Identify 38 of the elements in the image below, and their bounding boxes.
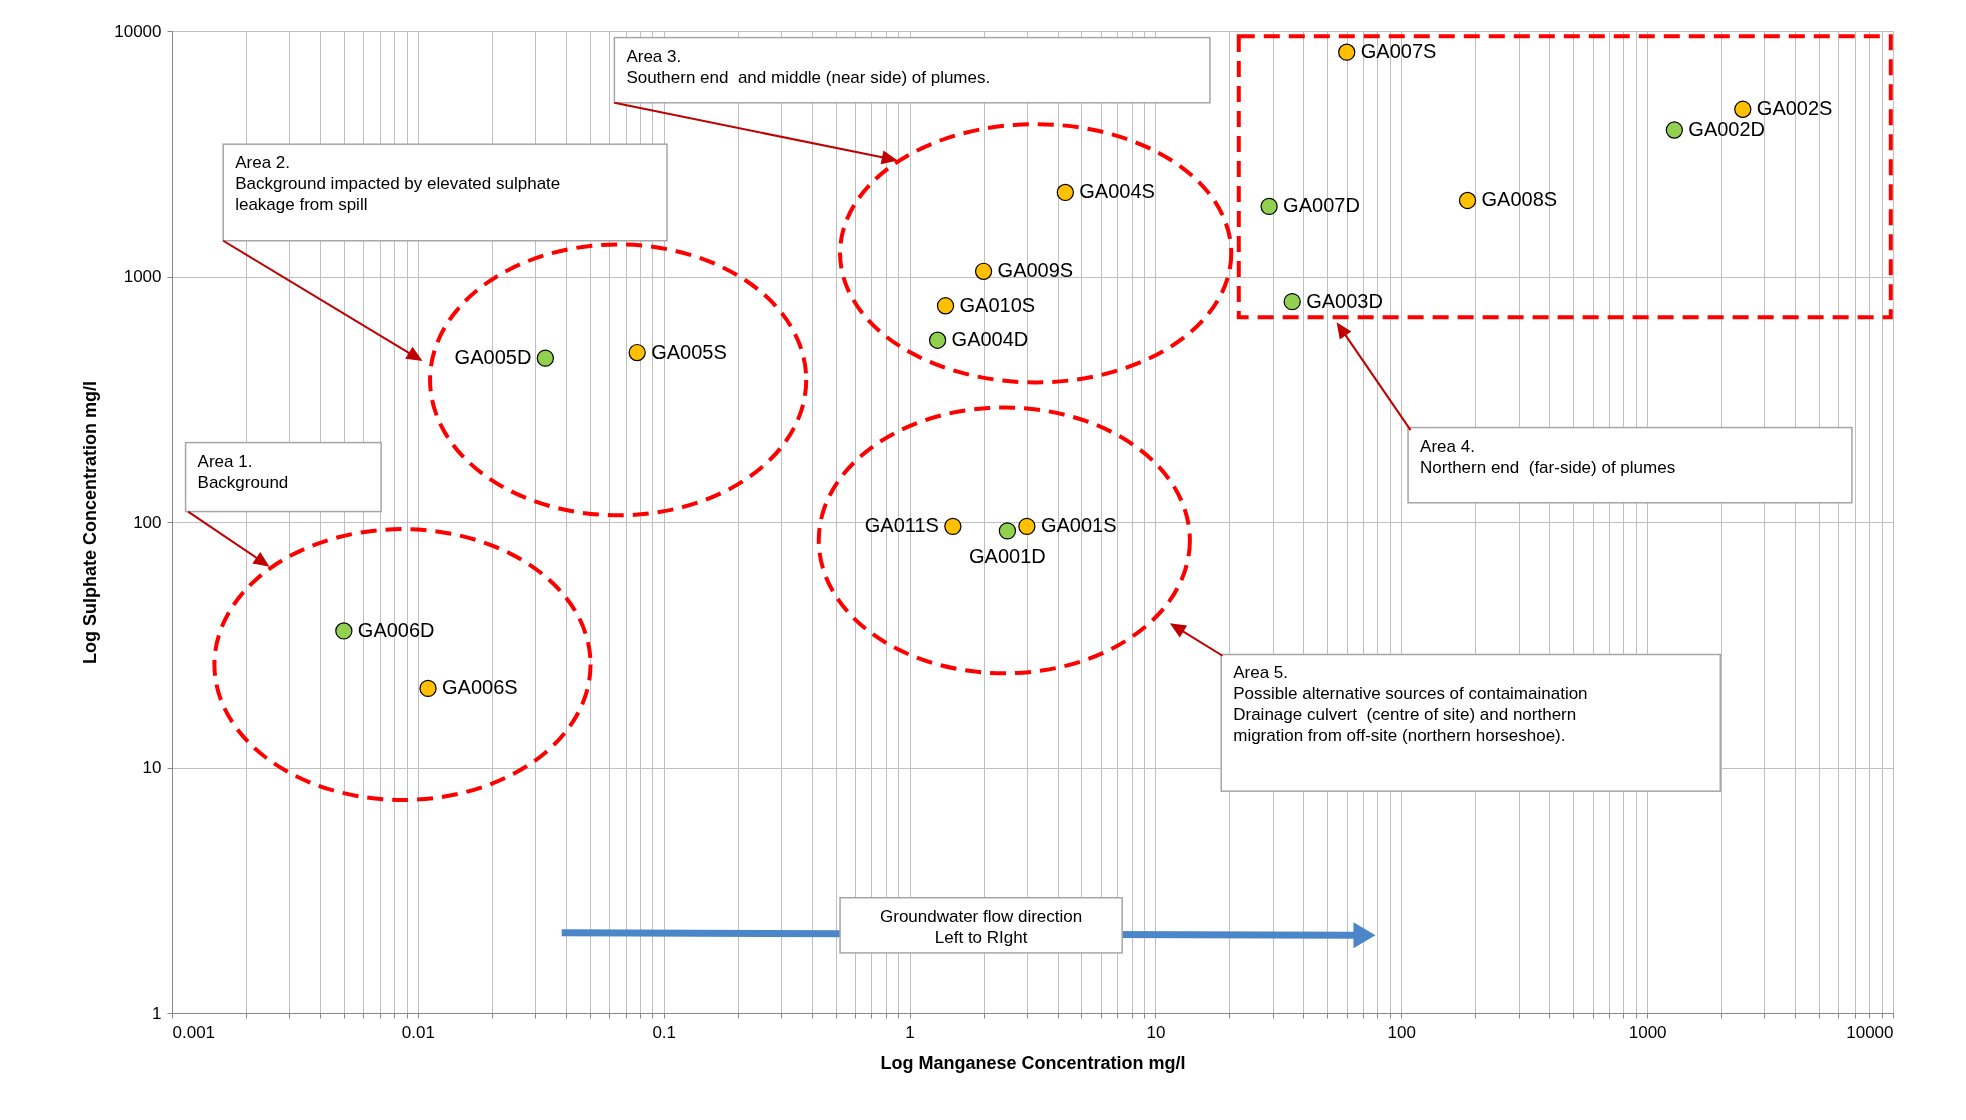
data-label: GA009S [997,259,1074,282]
annotation: Area 5. Possible alternative sources of contaimaination Drainage culvert (centre of site) and northern migration from off-site (northern horseshoe). [1233,663,1588,746]
data-label: GA001D [969,544,1046,567]
data-label: GA011S [864,514,939,537]
x-tick-label: 0.01 [401,1022,435,1042]
data-label: GA004S [1079,180,1155,203]
data-label: GA007S [1360,40,1437,63]
data-label: GA006D [357,618,435,641]
data-label: GA005S [651,340,727,363]
annotation: Groundwater flow direction Left to RIght [880,906,1083,947]
x-tick-label: 0.1 [652,1022,677,1042]
y-tick-label: 1 [152,1003,162,1023]
annotation: Area 3. Southern end and middle (near side) of plumes. [626,46,991,87]
y-tick-label: 10 [142,758,162,777]
data-label: GA007D [1283,194,1360,217]
annotation: Area 1. Background [197,451,289,492]
data-label: GA010S [959,293,1036,316]
data-label: GA006S [442,676,518,699]
data-label: GA008S [1481,188,1558,211]
data-label: GA004D [951,328,1029,351]
annotation: Area 2. Background impacted by elevated sulphate leakage from spill [235,153,561,215]
annotation: Area 4. Northern end (far-side) of plumes [1420,436,1676,477]
data-label: GA002S [1756,97,1833,120]
y-tick-label: 1000 [123,267,162,286]
data-label: GA005D [454,346,532,369]
x-tick-label: 1000 [1628,1022,1667,1042]
x-tick-label: 100 [1387,1022,1416,1042]
x-tick-label: 0.001 [172,1022,216,1042]
y-tick-label: 10000 [114,21,162,41]
x-tick-label: 1 [905,1022,915,1042]
x-tick-label: 10000 [1846,1022,1894,1042]
data-label: GA002D [1688,118,1766,141]
x-tick-label: 10 [1146,1022,1166,1042]
data-label: GA001S [1040,514,1117,537]
y-tick-label: 100 [133,512,162,532]
x-axis-title: Log Manganese Concentration mg/l [880,1052,1186,1073]
data-label: GA003D [1306,289,1383,312]
y-axis-title: Log Sulphate Concentration mg/l [80,381,101,664]
